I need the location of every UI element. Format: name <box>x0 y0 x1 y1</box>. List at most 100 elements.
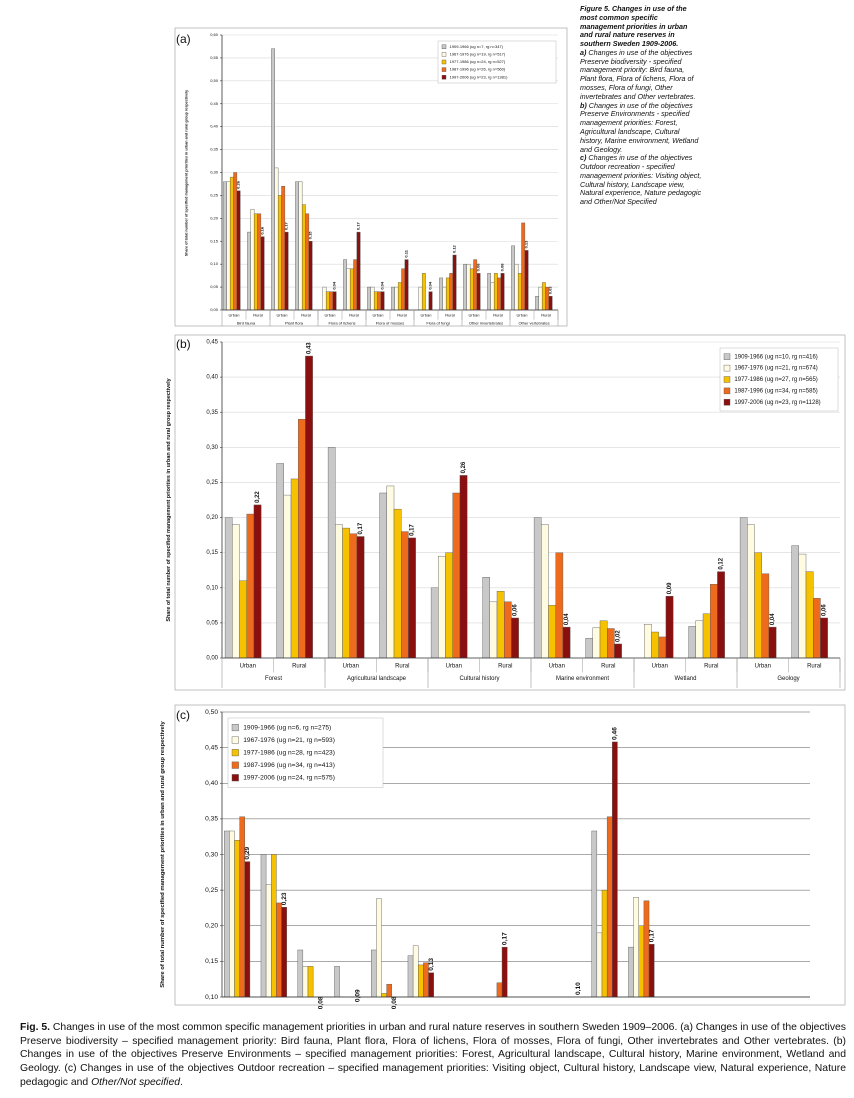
group-label: Flora of fungi <box>426 321 449 326</box>
x-tick-label: Rural <box>807 663 821 669</box>
group-label: Bird fauna <box>237 321 256 326</box>
legend-swatch <box>231 774 239 782</box>
bar <box>599 620 608 658</box>
legend-swatch <box>723 376 731 383</box>
group-label: Plant flora <box>285 321 304 326</box>
bar <box>418 964 424 997</box>
data-label: 0.04 <box>380 281 385 290</box>
data-label: 0,09 <box>354 989 361 1002</box>
bar <box>466 263 471 310</box>
x-tick-label: Rural <box>395 663 409 669</box>
data-label: 0.17 <box>356 222 361 231</box>
bar <box>265 884 272 997</box>
bar <box>229 176 234 310</box>
legend-label: 1987-1996 (ug n=34, rg n=413) <box>243 762 335 769</box>
bar <box>702 613 711 658</box>
group-label: Geology <box>777 676 799 682</box>
data-label: 0,06 <box>513 604 519 616</box>
group-label: Flora of mosses <box>376 321 404 326</box>
legend-label: 1977-1986 (ug n=24, rg n=527) <box>450 59 506 64</box>
bar <box>329 291 334 310</box>
bar <box>226 181 231 310</box>
legend-label: 1997-2006 (ug n=23, rg n=1381) <box>450 74 508 79</box>
data-label: 0,29 <box>244 846 251 859</box>
bar <box>386 485 395 658</box>
bar <box>290 478 299 658</box>
bar <box>548 296 553 310</box>
bar <box>644 624 652 658</box>
y-tick-label: 0,35 <box>206 410 218 416</box>
bar <box>298 181 303 310</box>
bar <box>229 830 235 997</box>
y-tick-label: 0,45 <box>206 340 218 346</box>
bar <box>239 816 245 997</box>
bar <box>490 282 495 310</box>
bar <box>253 504 262 658</box>
group-label: Agricultural landscape <box>347 676 407 682</box>
y-tick-label: 0,20 <box>210 215 219 220</box>
bar <box>381 993 387 997</box>
bar <box>606 816 613 997</box>
x-tick-label: Urban <box>755 663 771 669</box>
x-tick-label: Rural <box>541 312 551 317</box>
y-tick-label: 0,00 <box>210 307 219 312</box>
bar <box>298 419 306 658</box>
x-tick-label: Urban <box>343 663 359 669</box>
x-tick-label: Urban <box>277 312 288 317</box>
legend-label: 1987-1996 (ug n=26, rg n=560) <box>450 67 506 72</box>
bar <box>295 181 300 310</box>
y-tick-label: 0,10 <box>206 585 218 591</box>
bar <box>325 291 330 310</box>
group-label: Wetland <box>675 676 697 682</box>
legend-label: 1987-1996 (ug n=34, rg n=585) <box>734 388 817 394</box>
bar <box>223 181 228 310</box>
bar <box>253 213 258 310</box>
bar <box>562 626 571 658</box>
y-tick-label: 0,50 <box>210 78 219 83</box>
y-tick-label: 0,30 <box>210 170 219 175</box>
data-label: 0,04 <box>770 613 776 625</box>
bar <box>301 204 306 310</box>
x-tick-label: Rural <box>704 663 718 669</box>
bar <box>322 286 327 310</box>
x-tick-label: Urban <box>421 312 432 317</box>
bar <box>638 925 645 997</box>
side-paragraph-label: b) <box>580 100 587 110</box>
bar <box>430 587 439 658</box>
y-tick-label: 0,30 <box>205 851 218 858</box>
bar <box>305 355 313 658</box>
data-label: 0,43 <box>307 342 313 354</box>
caption-italic: Other/Not specified <box>91 1076 181 1088</box>
legend-swatch <box>723 364 731 372</box>
bar <box>356 231 361 310</box>
frame <box>174 27 568 327</box>
legend-box <box>227 717 384 788</box>
bar <box>428 291 433 310</box>
bar <box>761 573 770 658</box>
bar <box>445 277 450 310</box>
bar <box>397 282 402 310</box>
y-tick-label: 0,40 <box>210 124 219 129</box>
bar <box>407 955 414 997</box>
y-tick-label: 0,55 <box>210 55 219 60</box>
bar <box>493 273 498 310</box>
figure-caption: Fig. 5. Changes in use of the most commo… <box>20 1021 846 1090</box>
bar <box>308 241 313 310</box>
bar <box>408 537 416 658</box>
bar <box>246 513 255 658</box>
bar <box>592 627 601 658</box>
bar <box>428 972 434 997</box>
bar <box>504 601 512 658</box>
data-label: 0,12 <box>719 557 725 569</box>
data-label: 0,46 <box>612 727 619 740</box>
bar <box>353 259 358 310</box>
x-tick-label: Rural <box>292 663 306 669</box>
bar <box>404 259 409 310</box>
bar <box>555 552 564 658</box>
bar <box>541 282 546 310</box>
y-tick-label: 0,40 <box>205 780 218 787</box>
data-label: 0.11 <box>404 249 409 257</box>
side-paragraph-text: Changes in use of the objectives Preserv… <box>580 47 696 101</box>
